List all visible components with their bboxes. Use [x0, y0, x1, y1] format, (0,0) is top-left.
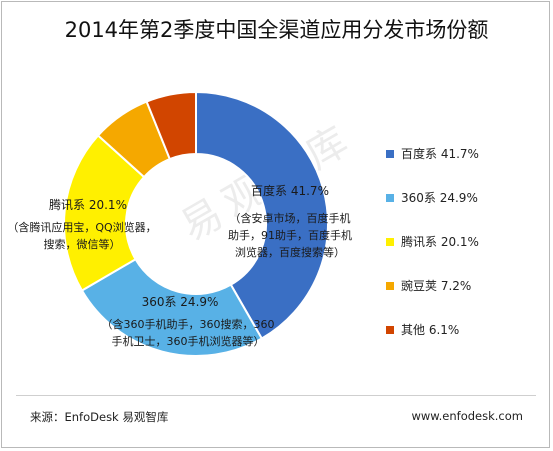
legend-label-3: 豌豆荚 7.2%	[401, 278, 471, 293]
donut-slice-4	[145, 90, 197, 161]
slice-detail-2-1: 搜索，微信等）	[44, 237, 121, 251]
legend-swatch-2	[386, 238, 394, 246]
legend-swatch-1	[386, 194, 394, 202]
slice-label-1: 360系 24.9%	[142, 295, 219, 309]
legend-label-2: 腾讯系 20.1%	[401, 234, 479, 249]
slice-detail-0-1: 助手，91助手，百度手机	[228, 228, 352, 242]
source-note: 来源：EnfoDesk 易观智库	[30, 410, 169, 424]
source-url: www.enfodesk.com	[411, 409, 523, 423]
slice-detail-2-0: （含腾讯应用宝，QQ浏览器，	[7, 220, 156, 234]
donut-slices	[63, 90, 329, 357]
slice-detail-0-2: 浏览器，百度搜索等）	[235, 245, 345, 259]
slice-detail-1-1: 手机卫士，360手机浏览器等）	[112, 334, 265, 348]
donut-slice-0	[195, 90, 329, 340]
legend-swatch-4	[386, 326, 394, 334]
legend-swatch-0	[386, 150, 394, 158]
legend-label-0: 百度系 41.7%	[401, 146, 479, 161]
legend-swatch-3	[386, 282, 394, 290]
slice-detail-0-0: （含安卓市场，百度手机	[230, 211, 351, 225]
chart-title: 2014年第2季度中国全渠道应用分发市场份额	[64, 18, 489, 42]
legend-label-1: 360系 24.9%	[401, 191, 478, 205]
slice-label-2: 腾讯系 20.1%	[49, 197, 127, 212]
slice-labels: 百度系 41.7% （含安卓市场，百度手机助手，91助手，百度手机浏览器，百度搜索…	[7, 183, 352, 348]
legend-label-4: 其他 6.1%	[401, 323, 459, 337]
footer-divider	[16, 395, 536, 396]
donut-slice-2	[63, 134, 146, 292]
slice-detail-1-0: （含360手机助手，360搜索，360	[102, 317, 275, 331]
donut-slice-1	[80, 257, 264, 357]
chart-legend: 百度系 41.7% 360系 24.9% 腾讯系 20.1% 豌豆荚 7.2% 其他 6…	[386, 146, 479, 337]
slice-label-0: 百度系 41.7%	[251, 183, 329, 198]
